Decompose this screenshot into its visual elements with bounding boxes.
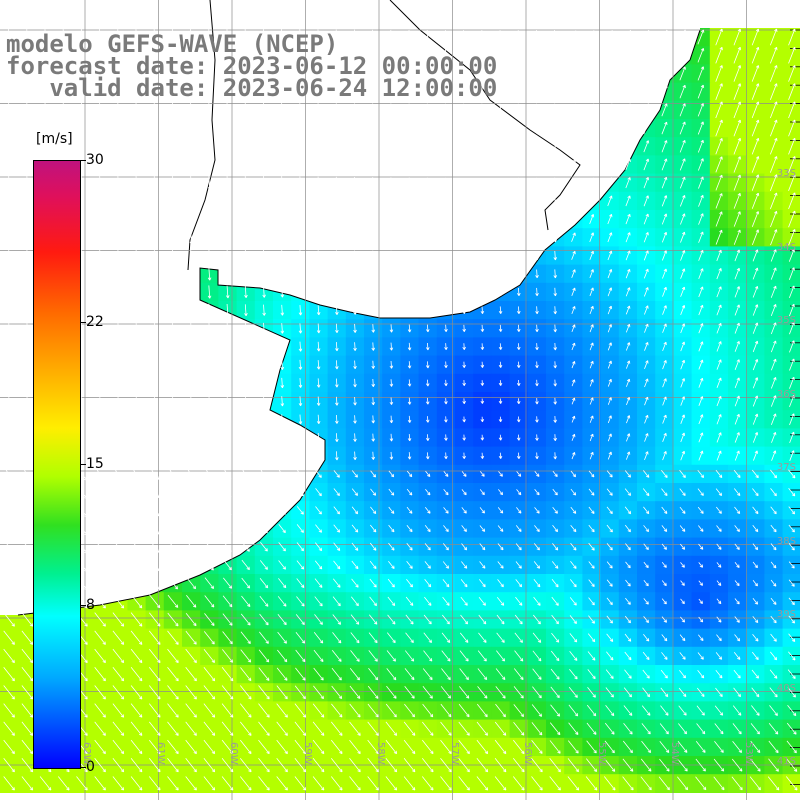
longitude-label: 60W	[228, 742, 239, 765]
longitude-label: 57W	[448, 742, 460, 765]
colorbar-tick	[80, 321, 86, 323]
latitude-label: 36S	[776, 388, 796, 400]
longitude-label: 53W	[742, 742, 754, 765]
land-mask	[0, 0, 701, 616]
longitude-label: 55W	[595, 742, 607, 765]
colorbar-tick	[80, 605, 86, 607]
longitude-label: 54W	[669, 742, 680, 765]
colorbar-tick	[80, 160, 86, 161]
brazil-border	[389, 0, 581, 231]
coastline	[17, 29, 701, 616]
latitude-label: 35S	[776, 315, 796, 326]
latitude-label: 40S	[776, 682, 796, 694]
colorbar-tick-label: 22	[86, 313, 104, 330]
latitude-label: 41S	[776, 756, 796, 767]
colorbar	[33, 160, 81, 769]
longitude-label: 62W	[81, 742, 92, 765]
forecast-date: forecast date: 2023-06-12 00:00:00	[6, 52, 498, 80]
longitude-label: 58W	[375, 742, 386, 765]
latitude-label: 34S	[776, 241, 796, 253]
latitude-label: 37S	[776, 462, 796, 473]
latitude-label: 39S	[776, 609, 796, 620]
longitude-label: 61W	[154, 742, 166, 765]
colorbar-tick-label: 30	[86, 152, 104, 168]
latitude-label: 33S	[776, 168, 796, 179]
colorbar-tick	[80, 767, 86, 768]
uruguay-border	[187, 0, 216, 271]
longitude-label: 56W	[522, 742, 533, 765]
colorbar-tick	[80, 463, 86, 465]
colorbar-units: [m/s]	[36, 131, 73, 147]
landmass	[0, 0, 700, 615]
colorbar-tick-label: 8	[86, 597, 95, 614]
valid-date: valid date: 2023-06-24 12:00:00	[6, 74, 498, 102]
colorbar-tick-label: 15	[86, 455, 104, 472]
colorbar-tick-label: 0	[86, 759, 95, 775]
latitude-label: 38S	[776, 535, 796, 547]
model-title: modelo GEFS-WAVE (NCEP)	[6, 30, 339, 58]
longitude-label: 59W	[301, 742, 313, 765]
wind-vectors	[3, 28, 798, 791]
